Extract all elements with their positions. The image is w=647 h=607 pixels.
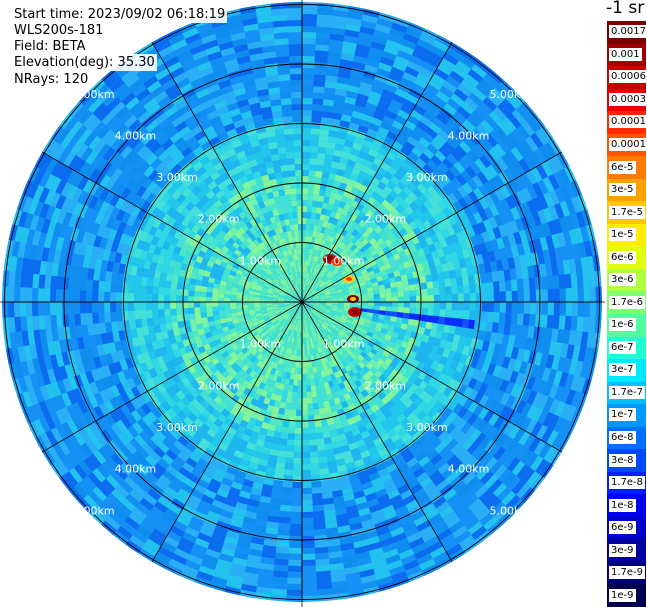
azimuth-spoke [301,301,453,563]
range-ring-label: 2.00km [365,379,407,392]
range-ring-label: 4.00km [115,129,157,142]
range-ring-label: 1.00km [240,254,282,267]
colorbar-tick-label: 1e-9 [609,588,636,602]
azimuth-spoke [151,41,303,303]
instrument-label: WLS200s-181 [12,22,106,39]
colorbar-tick-label: 3e-8 [609,453,636,467]
colorbar-tick-label: 3e-9 [609,543,636,557]
colorbar-tick-label: 1.7e-5 [609,205,646,219]
colorbar-tick-label: 3e-6 [609,273,636,287]
colorbar-tick-label: 1.7e-7 [609,385,646,399]
range-ring-label: 3.00km [406,421,448,434]
field-label: Field: BETA [12,38,88,55]
azimuth-spoke [41,151,303,303]
colorbar-tick-label: 0.0017 [609,25,647,39]
range-ring-label: 3.00km [406,171,448,184]
azimuth-spoke [301,151,563,303]
range-ring-label: 4.00km [115,463,157,476]
backscatter-field [2,2,602,602]
range-labels: 1.00km 1.00km 1.00km 1.00km 2.00km 2.00km 2.00… [73,88,531,518]
range-ring-label: 5.00km [73,504,115,517]
colorbar-tick-label: 6e-6 [609,250,636,264]
range-ring-label: 1.00km [323,338,365,351]
colorbar-tick-label: 3e-7 [609,363,636,377]
colorbar-tick-label: 6e-9 [609,521,636,535]
range-ring-label: 5.00km [73,88,115,101]
range-ring-label: 2.00km [198,379,240,392]
range-ring-label: 4.00km [448,463,490,476]
start-time-label: Start time: 2023/09/02 06:18:19 [12,6,228,23]
polar-grid [0,0,605,607]
azimuth-spoke [41,301,303,453]
range-ring-label: 1.00km [240,338,282,351]
colorbar-tick-label: 0.0003 [609,92,647,106]
colorbar-tick-label: 0.0001 [609,137,647,151]
colorbar-unit-label: -1 sr [606,0,645,18]
nrays-label: NRays: 120 [12,71,91,88]
colorbar-tick-label: 0.001 [609,47,642,61]
azimuth-spoke [301,41,453,303]
colorbar-tick-label: 1.7e-9 [609,566,646,580]
colorbar-tick-label: 1e-7 [609,408,636,422]
colorbar-tick-label: 1e-8 [609,498,636,512]
colorbar-tick-label: 0.0006 [609,70,647,84]
range-ring-label: 2.00km [365,213,407,226]
azimuth-spoke [151,301,303,563]
colorbar-tick-label: 6e-8 [609,430,636,444]
colorbar-tick-label: 0.00017 [609,115,647,129]
colorbar-tick-label: 6e-7 [609,340,636,354]
colorbar-tick-label: 3e-5 [609,183,636,197]
colorbar-tick-label: 1e-5 [609,228,636,242]
azimuth-spoke [301,301,563,453]
colorbar-tick-label: 1.7e-6 [609,295,646,309]
range-ring-label: 5.00km [489,504,531,517]
colorbar-tick-label: 1.7e-8 [609,476,646,490]
elevation-label: Elevation(deg): 35.30 [12,54,157,71]
range-ring-label: 2.00km [198,213,240,226]
colorbar-tick-label: 1e-6 [609,318,636,332]
range-ring-label: 1.00km [323,254,365,267]
range-ring-label: 3.00km [156,421,198,434]
colorbar-tick-label: 6e-5 [609,160,636,174]
range-ring-label: 3.00km [156,171,198,184]
range-ring-label: 5.00km [489,88,531,101]
ppi-radar-plot: 1.00km 1.00km 1.00km 1.00km 2.00km 2.00km 2.00… [0,0,605,607]
range-ring-label: 4.00km [448,129,490,142]
